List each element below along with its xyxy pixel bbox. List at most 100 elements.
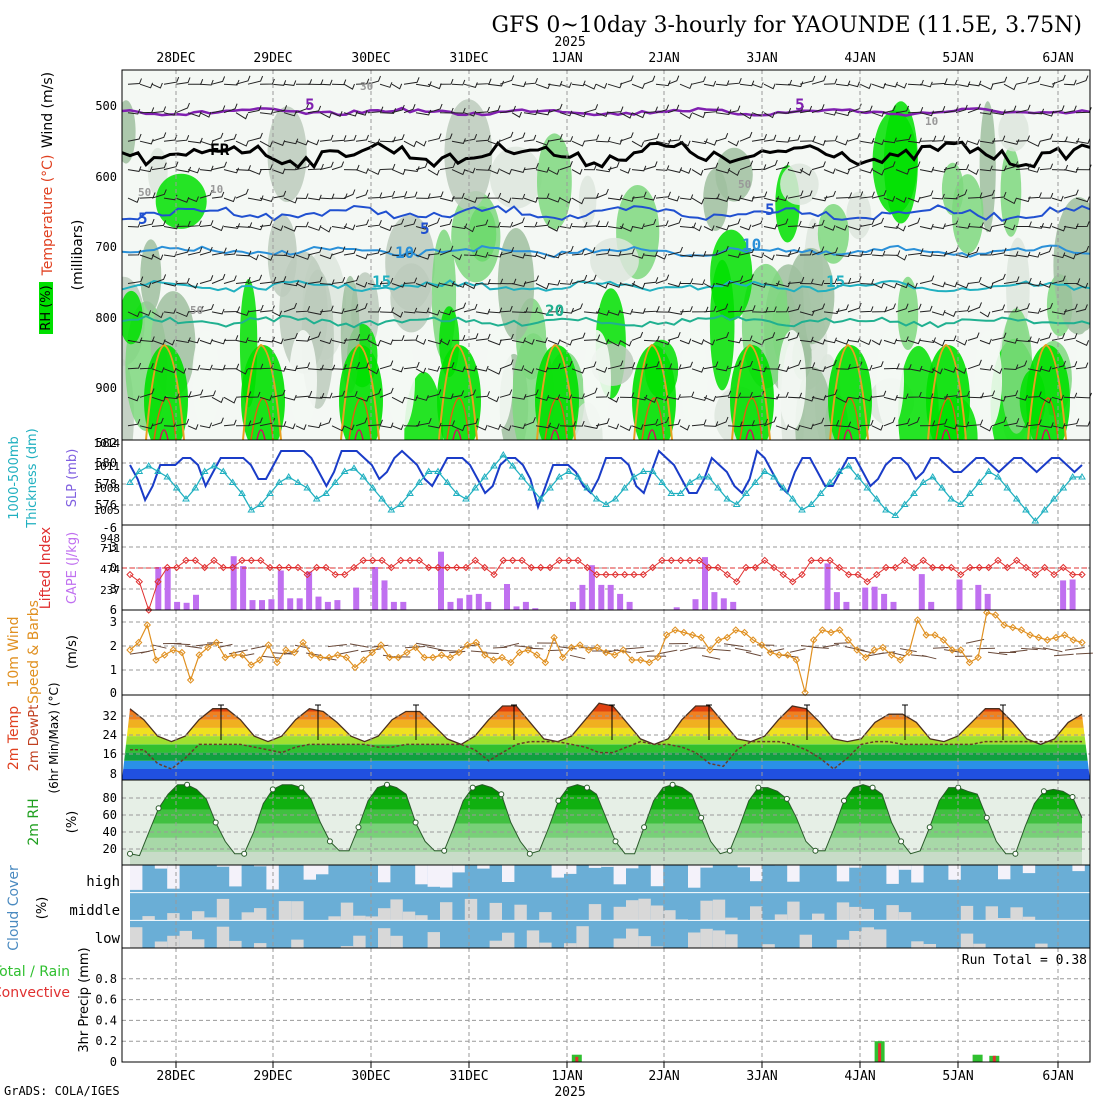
upper-wind-barb [1051, 252, 1066, 259]
wind-barb [151, 644, 167, 649]
upper-wind-barb [583, 134, 600, 142]
cloud-gap [787, 901, 800, 921]
upper-wind-barb [1003, 418, 1020, 427]
cloud-gap [204, 917, 217, 921]
upper-wind-barb [223, 103, 238, 114]
li-point [630, 570, 638, 579]
upper-wind-barb [259, 395, 273, 401]
upper-wind-barb [1063, 303, 1078, 313]
upper-wind-barb [211, 161, 227, 171]
wind-speed-point [896, 656, 905, 664]
thickness-point [611, 495, 620, 502]
rh-point [269, 786, 276, 793]
upper-wind-barb [823, 359, 837, 370]
upper-wind-barb [1063, 79, 1077, 86]
upper-wind-barb [667, 217, 682, 227]
thickness-point [284, 473, 293, 480]
cloud-gap [539, 912, 552, 921]
upper-wind-barb [403, 420, 421, 427]
upper-wind-barb [667, 394, 681, 400]
li-point [387, 563, 396, 572]
cape-bar [324, 601, 331, 610]
upper-wind-barb [931, 418, 948, 427]
cloud-gap [836, 939, 850, 948]
upper-wind-barb [715, 332, 730, 341]
upper-wind-barb [463, 283, 477, 290]
li-point [891, 563, 900, 572]
upper-wind-barb [283, 164, 298, 171]
upper-wind-barb [739, 80, 755, 87]
upper-wind-barb [991, 135, 1006, 142]
upper-wind-barb [475, 192, 491, 199]
slp-ytick: 1014 [94, 437, 121, 450]
thickness-point [807, 500, 816, 507]
precip-total-bar [972, 1054, 983, 1062]
thickness-ylabel-2: Thickness (dm) [25, 428, 40, 528]
rh-shade [122, 290, 143, 345]
wind-speed-point [1078, 638, 1086, 647]
upper-wind-barb [199, 422, 213, 429]
thickness-point [630, 473, 638, 480]
upper-wind-barb [247, 105, 262, 114]
cloud-gap [353, 915, 366, 921]
wind-barb [822, 643, 839, 648]
upper-wind-barb [175, 246, 191, 256]
upper-ytick: 800 [95, 311, 117, 325]
upper-wind-barb [1003, 306, 1018, 313]
upper-wind-barb [259, 336, 275, 343]
upper-wind-barb [427, 338, 443, 345]
upper-wind-barb [175, 277, 190, 284]
upper-wind-barb [139, 388, 155, 398]
upper-wind-barb [355, 362, 369, 370]
upper-wind-barb [211, 396, 224, 404]
upper-wind-barb [343, 424, 355, 431]
cloud-gap [1010, 907, 1023, 921]
cloud-gap [799, 934, 812, 948]
rh-dry [387, 330, 415, 430]
wind-ytick: 3 [110, 615, 117, 629]
cloud-gap [390, 935, 403, 948]
thickness-ytick: 580 [95, 456, 117, 470]
upper-wind-barb [559, 394, 573, 401]
upper-wind-barb [871, 361, 884, 370]
cloud-gap [291, 901, 304, 921]
upper-wind-barb [571, 80, 586, 87]
upper-wind-barb [523, 109, 539, 116]
li-point [350, 563, 358, 572]
upper-wind-barb [631, 424, 644, 430]
upper-wind-barb [439, 309, 452, 316]
upper-wind-barb [391, 251, 408, 257]
upper-wind-barb [715, 245, 729, 256]
upper-wind-barb [451, 302, 467, 313]
upper-wind-barb [319, 392, 333, 399]
upper-wind-barb [583, 164, 597, 171]
rh-point [669, 781, 676, 788]
upper-wind-barb [307, 422, 322, 429]
upper-wind-barb [391, 169, 406, 175]
upper-wind-barb [1051, 394, 1064, 401]
wind-speed-point [809, 636, 818, 644]
upper-wind-barb [535, 220, 551, 227]
upper-wind-barb [487, 251, 503, 258]
upper-wind-barb [943, 367, 957, 373]
wind-speed-point [221, 653, 229, 662]
wind-speed-point [688, 631, 697, 639]
rh-shade [787, 247, 835, 345]
li-point [443, 563, 452, 572]
cape-bar [881, 593, 888, 610]
thickness-point [760, 467, 769, 474]
contour-label: 30 [360, 80, 373, 93]
upper-wind-barb [139, 107, 155, 114]
upper-wind-barb [691, 225, 702, 232]
upper-wind-barb [1075, 138, 1091, 144]
upper-wind-barb [691, 197, 705, 205]
upper-wind-barb [751, 134, 767, 142]
thickness-point [602, 500, 610, 507]
li-point [322, 563, 330, 572]
upper-wind-barb [307, 276, 323, 284]
li-point [947, 563, 956, 572]
thickness-point [368, 484, 377, 491]
upper-wind-barb [799, 105, 813, 114]
precip-legend-convective: Convective [0, 985, 70, 1001]
